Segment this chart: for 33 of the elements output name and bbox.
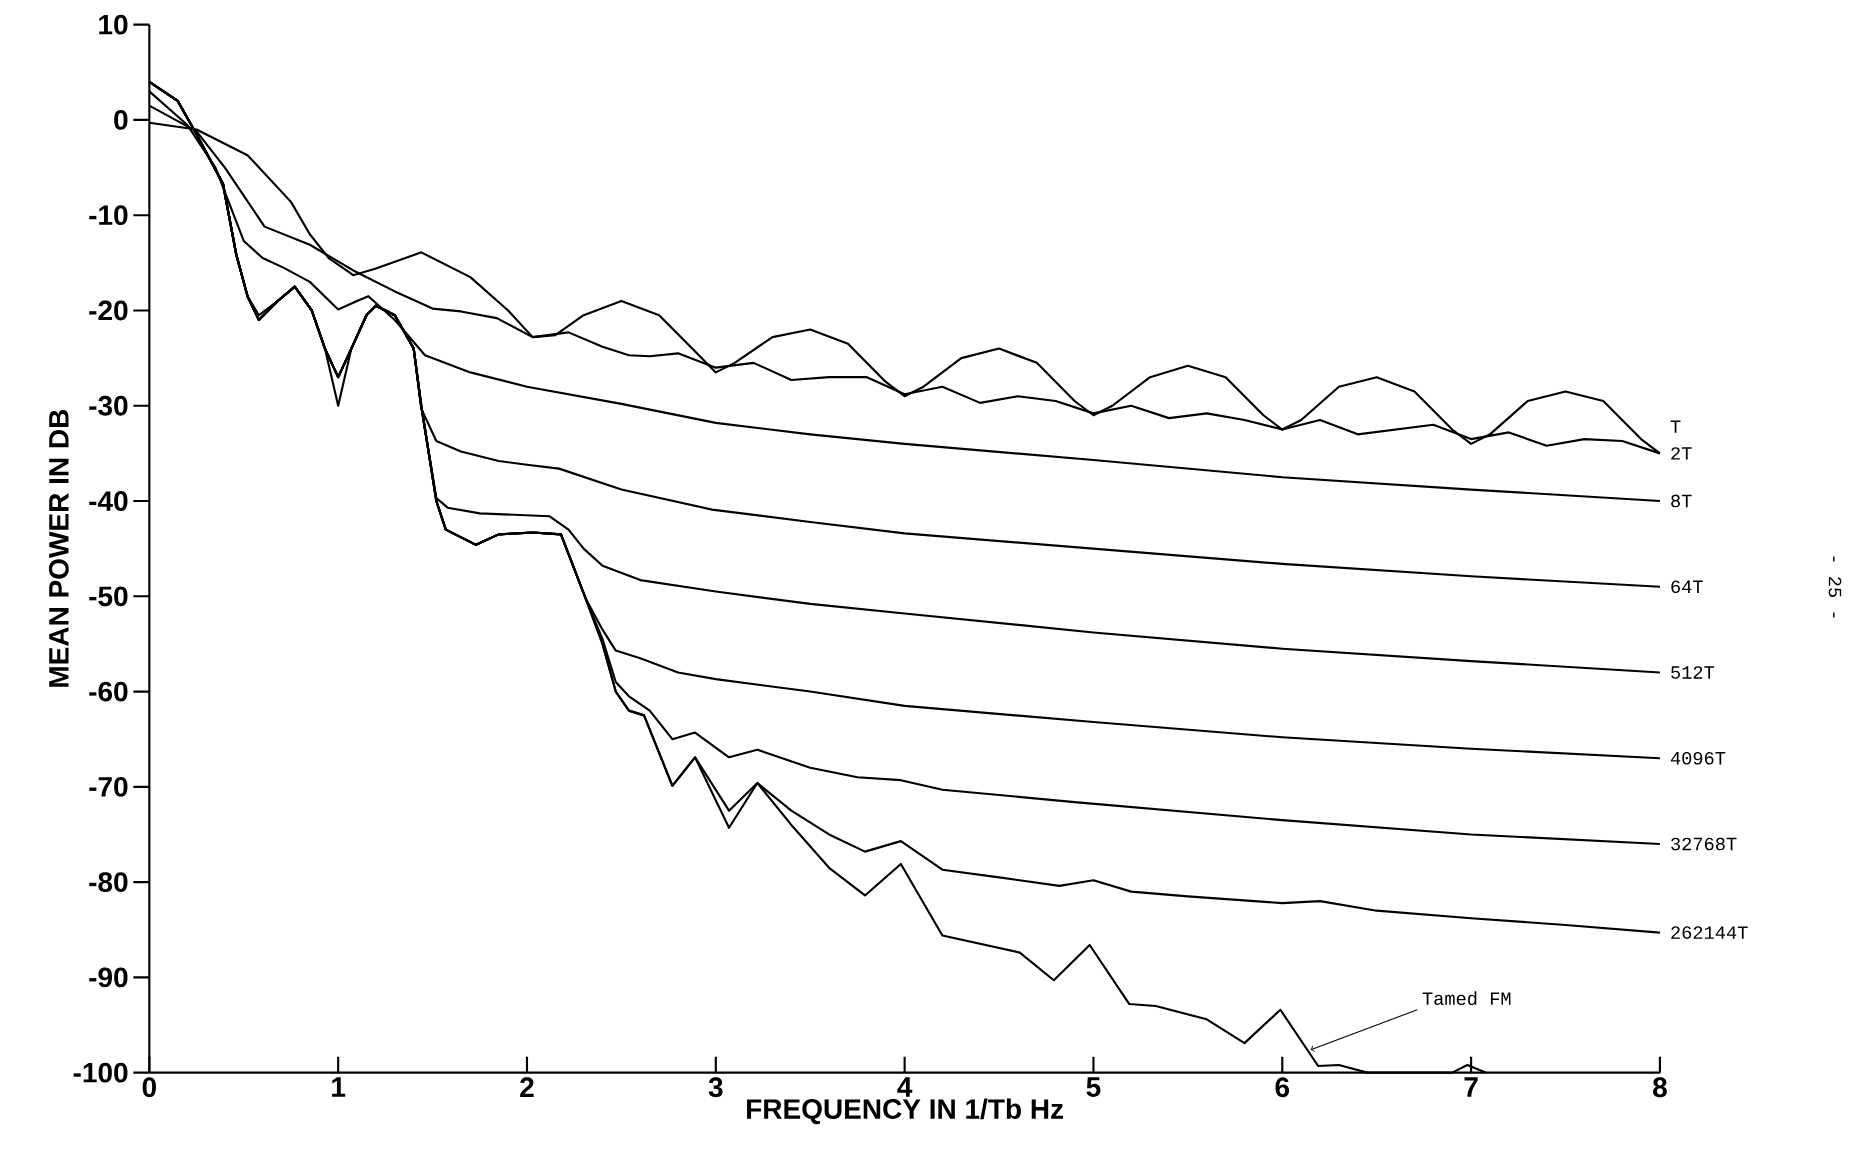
- y-tick-label: -100: [73, 1062, 128, 1083]
- y-tick-label: -90: [89, 967, 128, 988]
- x-tick-label: 0: [142, 1077, 156, 1098]
- y-tick-label: -10: [89, 205, 128, 226]
- y-tick-label: -50: [89, 586, 128, 607]
- x-axis-title: FREQUENCY IN 1/Tb Hz: [747, 1098, 1064, 1125]
- x-tick-label: 8: [1653, 1077, 1667, 1098]
- y-tick-label: -40: [89, 491, 128, 511]
- y-axis-title: MEAN POWER IN DB: [48, 409, 69, 687]
- x-tick-label: 4: [897, 1077, 913, 1097]
- series-label: 262144T: [1671, 926, 1748, 939]
- y-tick-label: -80: [89, 872, 128, 893]
- x-tick-label: 6: [1275, 1077, 1290, 1098]
- y-tick-label: -60: [89, 681, 128, 702]
- text: - 25 -: [1828, 556, 1842, 618]
- x-tick-label: 1: [332, 1077, 346, 1097]
- y-tick-label: -30: [89, 395, 128, 416]
- x-tick-label: 2: [520, 1077, 534, 1097]
- series-label: T: [1670, 420, 1681, 433]
- y-tick-label: 0: [114, 110, 128, 130]
- y-tick-label: 10: [99, 14, 128, 35]
- series-label: 4096T: [1670, 751, 1726, 765]
- x-tick-label: 3: [708, 1077, 723, 1098]
- annotation: Tamed FM: [1422, 991, 1511, 1006]
- series-label: 512T: [1671, 666, 1715, 679]
- y-tick-label: -70: [89, 776, 128, 797]
- series-label: 2T: [1671, 447, 1692, 460]
- series-label: 32768T: [1671, 837, 1737, 851]
- y-tick-label: -20: [89, 300, 128, 321]
- x-tick-label: 5: [1086, 1077, 1101, 1097]
- x-tick-label: 7: [1464, 1077, 1478, 1097]
- series-label: 8T: [1671, 494, 1692, 508]
- series-label: 64T: [1671, 580, 1703, 594]
